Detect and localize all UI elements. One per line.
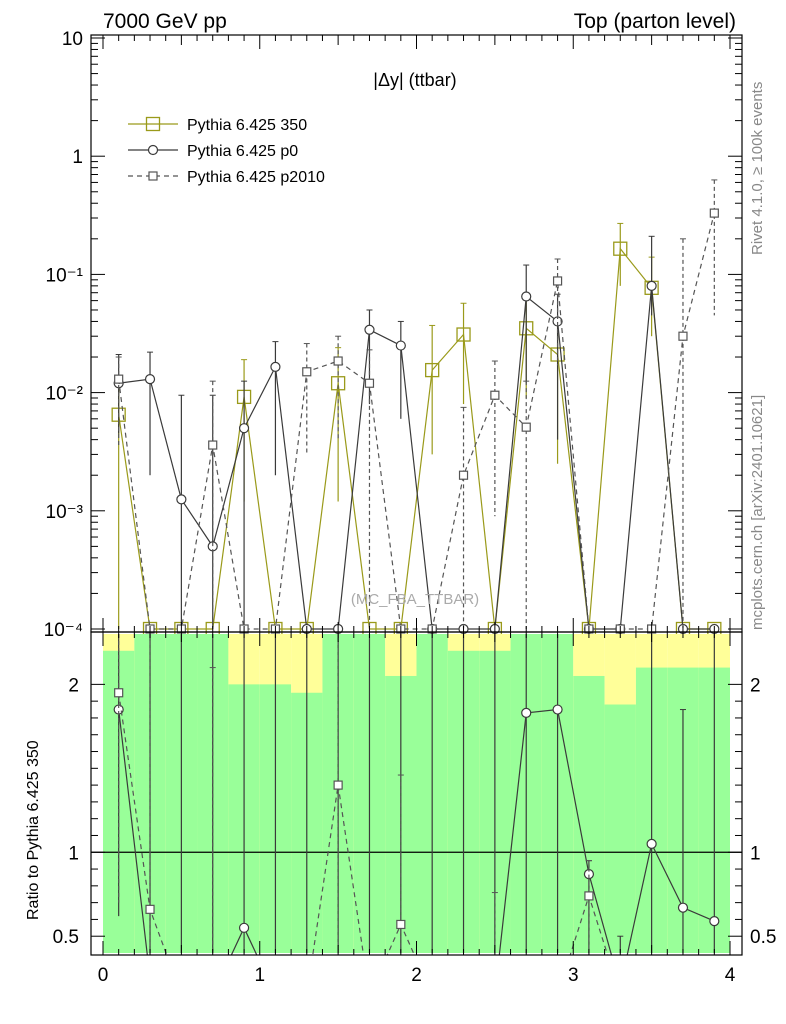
data-point	[333, 356, 343, 366]
y-tick-label: 10⁻³	[46, 502, 84, 523]
main-ticks: 10⁻⁴ 10⁻³ 10⁻² 10⁻¹ 1 10	[44, 29, 742, 641]
data-point	[395, 340, 406, 351]
y-tick-label: 1	[72, 147, 83, 168]
legend-label: Pythia 6.425 p0	[187, 143, 298, 160]
y-tick-label: 10⁻⁴	[44, 620, 83, 641]
data-point	[646, 838, 657, 849]
ratio-series-1	[114, 634, 609, 955]
data-point	[238, 423, 250, 434]
series-2	[114, 179, 719, 634]
legend-label: Pythia 6.425 p2010	[187, 169, 325, 186]
x-tick-label: 0	[98, 965, 109, 986]
ratio-y-tick-label-right: 1	[750, 843, 761, 864]
data-point	[646, 280, 657, 291]
data-point	[458, 470, 469, 480]
header-left: 7000 GeV pp	[103, 10, 227, 33]
data-point	[552, 276, 563, 286]
data-point	[148, 171, 158, 181]
ratio-y-tick-label: 0.5	[53, 927, 79, 948]
data-point	[238, 922, 250, 933]
series-line	[118, 285, 715, 630]
band-green	[604, 704, 636, 953]
ratio-ticks: 0.5 0.5 1 1 2 2 0 1 2 3 4	[53, 632, 776, 986]
data-point	[678, 331, 688, 341]
ratio-y-tick-label: 2	[68, 675, 79, 696]
mcplots-label: mcplots.cern.ch [arXiv:2401.10621]	[749, 395, 766, 630]
data-point	[677, 902, 689, 913]
data-point	[613, 241, 628, 256]
y-tick-label: 10	[62, 29, 83, 50]
data-point	[145, 116, 161, 132]
data-point	[521, 707, 532, 719]
data-point	[709, 915, 720, 927]
data-point	[176, 494, 187, 505]
data-point	[330, 376, 346, 391]
data-point	[114, 374, 124, 384]
ratio-ylabel: Ratio to Pythia 6.425 350	[25, 740, 42, 920]
x-tick-label: 4	[725, 965, 736, 986]
data-point	[396, 919, 406, 930]
ratio-y-tick-label: 1	[68, 843, 79, 864]
rivet-label: Rivet 4.1.0, ≥ 100k events	[749, 82, 766, 255]
series-1	[113, 235, 720, 635]
y-tick-label: 10⁻¹	[46, 265, 84, 286]
main-data-layer	[111, 179, 722, 637]
series-line	[118, 247, 715, 630]
data-point	[145, 904, 155, 914]
data-point	[144, 374, 156, 385]
data-point	[364, 378, 375, 388]
data-point	[270, 361, 281, 372]
ratio-y-tick-label-right: 2	[750, 675, 761, 696]
data-point	[521, 422, 531, 432]
ratio-band	[91, 634, 742, 953]
data-point	[425, 362, 440, 378]
legend: Pythia 6.425 350 Pythia 6.425 p0 Pythia 6.…	[128, 116, 325, 186]
series-line	[118, 212, 715, 630]
data-point	[709, 208, 719, 218]
x-tick-label: 2	[411, 965, 422, 986]
data-point	[584, 891, 594, 901]
x-tick-label: 1	[254, 965, 265, 986]
watermark: (MC_FBA_TTBAR)	[351, 591, 479, 608]
ratio-y-tick-label-right: 0.5	[750, 927, 776, 948]
header-right: Top (parton level)	[574, 10, 736, 33]
data-point	[114, 688, 124, 698]
data-point	[302, 367, 312, 377]
ratio-panel: 0.5 0.5 1 1 2 2 0 1 2 3 4 Ratio to Pythia 6.425 35…	[25, 631, 776, 986]
main-panel: 10⁻⁴ 10⁻³ 10⁻² 10⁻¹ 1 10 |Δy| (ttbar) (MC_FBA…	[44, 29, 743, 641]
data-point	[333, 780, 343, 790]
data-point	[490, 390, 500, 400]
series-0	[111, 222, 722, 637]
data-point	[364, 324, 375, 335]
data-point	[208, 440, 218, 450]
chart-title: |Δy| (ttbar)	[373, 70, 456, 90]
legend-label: Pythia 6.425 350	[187, 117, 307, 134]
y-tick-label: 10⁻²	[46, 384, 84, 405]
ratio-data-layer	[113, 634, 720, 955]
data-point	[147, 144, 159, 156]
data-point	[521, 291, 532, 302]
data-point	[456, 327, 471, 342]
x-tick-label: 3	[568, 965, 579, 986]
data-point	[552, 704, 563, 715]
